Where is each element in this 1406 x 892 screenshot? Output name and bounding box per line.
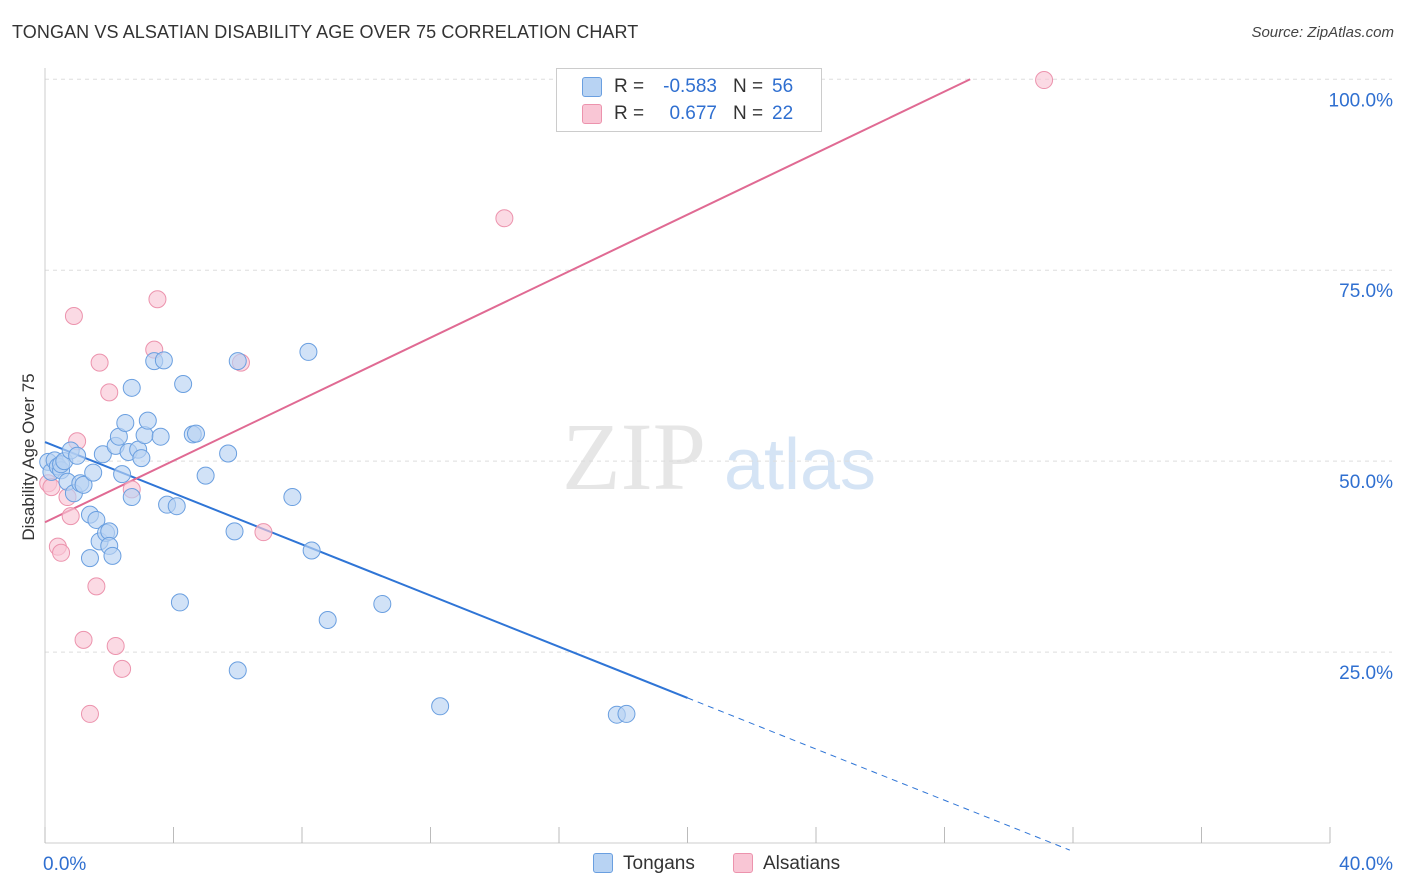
tongans-point[interactable] [122, 488, 141, 507]
y-tick-label: 75.0% [1339, 281, 1393, 302]
tongans-point[interactable] [302, 541, 321, 560]
tongans-point[interactable] [116, 413, 135, 432]
alsatians-point[interactable] [52, 543, 71, 562]
tongans-point[interactable] [87, 510, 106, 529]
tongans-point[interactable] [151, 427, 170, 446]
tongans-point[interactable] [113, 465, 132, 484]
legend-row-tongans: R = -0.583 N = 56 [557, 73, 821, 100]
tongans-trend-extension [687, 697, 1070, 851]
tongans-point[interactable] [228, 352, 247, 371]
tongans-point[interactable] [431, 697, 450, 716]
tongans-point[interactable] [138, 411, 157, 430]
alsatians-point[interactable] [106, 636, 125, 655]
alsatians-point[interactable] [80, 704, 99, 723]
tongans-point[interactable] [318, 610, 337, 629]
alsatians-point[interactable] [42, 478, 61, 497]
alsatians-swatch [582, 104, 602, 124]
legend-row-alsatians: R = 0.677 N = 22 [557, 100, 821, 127]
alsatians-point[interactable] [254, 523, 273, 542]
alsatians-point[interactable] [1035, 71, 1054, 90]
tongans-swatch [593, 853, 613, 873]
x-tick-label: 40.0% [1339, 854, 1393, 875]
tongans-point[interactable] [103, 546, 122, 565]
n-value: 56 [772, 76, 794, 97]
watermark-zip: ZIP [562, 403, 706, 510]
alsatians-trend-line [44, 78, 971, 524]
alsatians-point[interactable] [64, 307, 83, 326]
y-tick-label: 25.0% [1339, 663, 1393, 684]
alsatians-point[interactable] [74, 630, 93, 649]
watermark-atlas: atlas [724, 425, 876, 505]
series-legend: Tongans Alsatians [0, 850, 1406, 880]
tongans-point[interactable] [167, 497, 186, 516]
alsatians-point[interactable] [100, 383, 119, 402]
r-label: R = [614, 76, 645, 97]
legend-label: Alsatians [763, 853, 841, 874]
alsatians-point[interactable] [495, 209, 514, 228]
tongans-point[interactable] [154, 351, 173, 370]
legend-label: Tongans [623, 853, 695, 874]
alsatians-swatch [733, 853, 753, 873]
tongans-point[interactable] [228, 661, 247, 680]
chart-title: TONGAN VS ALSATIAN DISABILITY AGE OVER 7… [12, 22, 639, 42]
tongans-point[interactable] [219, 444, 238, 463]
alsatians-point[interactable] [87, 577, 106, 596]
tongans-swatch [582, 77, 602, 97]
tongans-point[interactable] [170, 593, 189, 612]
source-label: Source: ZipAtlas.com [1251, 24, 1394, 41]
alsatians-point[interactable] [113, 659, 132, 678]
n-label: N = [733, 103, 764, 124]
tongans-point[interactable] [617, 704, 636, 723]
tongans-point[interactable] [373, 594, 392, 613]
alsatians-point[interactable] [90, 353, 109, 372]
tongans-point[interactable] [186, 424, 205, 443]
n-label: N = [733, 76, 764, 97]
y-tick-label: 100.0% [1329, 90, 1394, 111]
tongans-point[interactable] [132, 449, 151, 468]
correlation-legend: R = -0.583 N = 56 R = 0.677 N = 22 [556, 68, 822, 132]
tongans-point[interactable] [80, 549, 99, 568]
tongans-point[interactable] [122, 378, 141, 397]
n-value: 22 [772, 103, 794, 124]
tongans-trend-line [44, 441, 688, 699]
tongans-point[interactable] [299, 342, 318, 361]
tongans-point[interactable] [225, 522, 244, 541]
tongans-point[interactable] [74, 475, 93, 494]
alsatians-point[interactable] [148, 290, 167, 309]
y-axis-label: Disability Age Over 75 [19, 373, 38, 540]
alsatians-point[interactable] [61, 507, 80, 526]
r-label: R = [614, 103, 645, 124]
tongans-point[interactable] [174, 375, 193, 394]
tongans-point[interactable] [93, 445, 112, 464]
tongans-point[interactable] [68, 446, 87, 465]
tongans-point[interactable] [196, 466, 215, 485]
tongans-point[interactable] [283, 488, 302, 507]
tongans-point[interactable] [84, 463, 103, 482]
r-value: -0.583 [663, 76, 717, 97]
r-value: 0.677 [669, 103, 717, 124]
y-tick-label: 50.0% [1339, 472, 1393, 493]
x-tick-label: 0.0% [43, 854, 86, 875]
